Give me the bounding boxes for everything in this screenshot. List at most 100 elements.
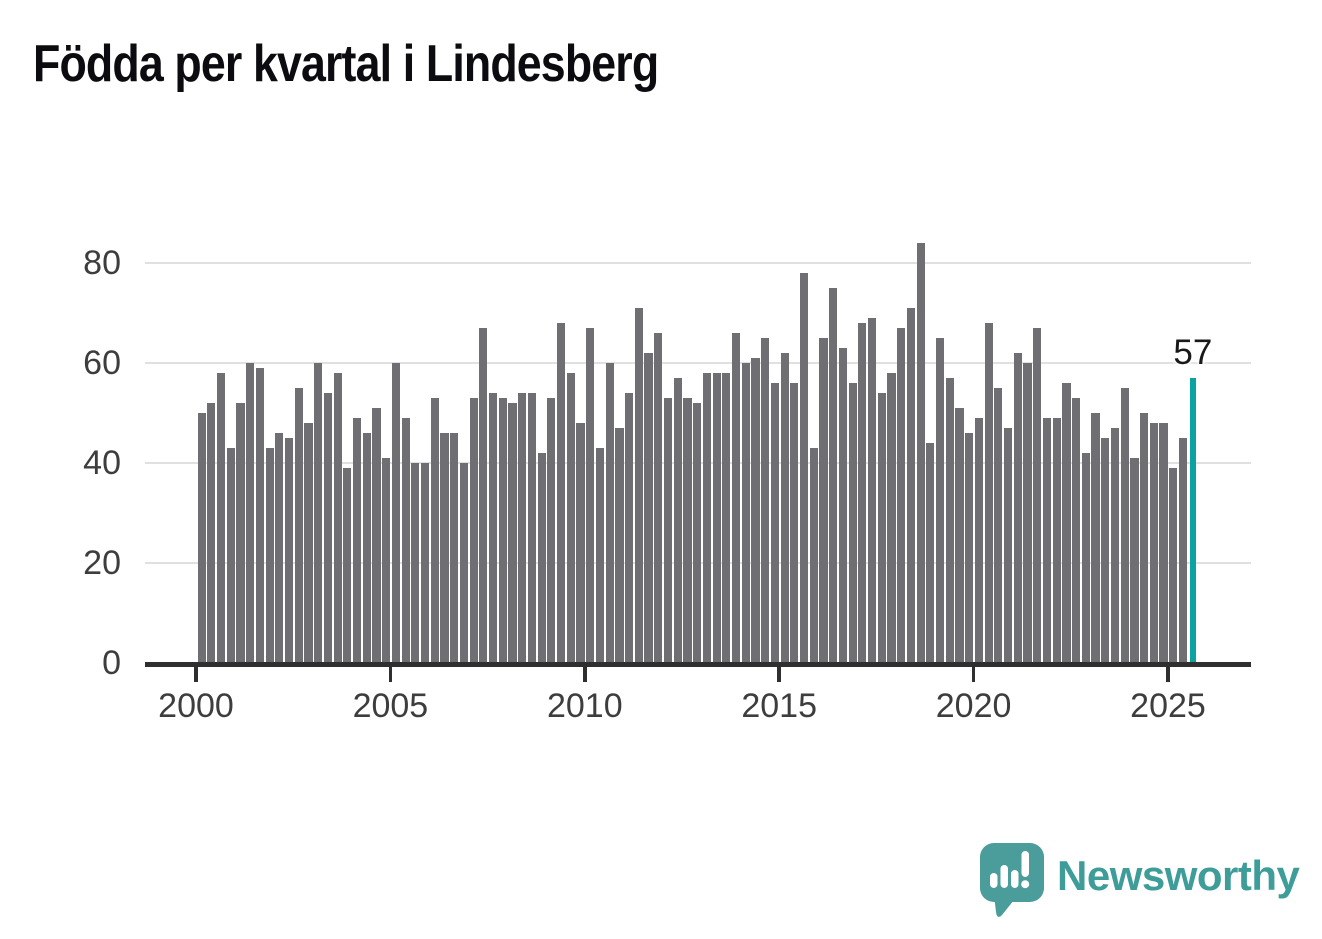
bar (411, 463, 420, 663)
bar (1052, 418, 1061, 663)
bar (1110, 428, 1120, 663)
bar (809, 448, 818, 663)
bar (508, 403, 517, 663)
bar (333, 373, 342, 663)
bar (1091, 413, 1100, 663)
x-axis-line (145, 662, 1251, 667)
bar (557, 323, 566, 663)
bar (848, 383, 857, 663)
bar (1101, 438, 1110, 663)
bar (693, 403, 702, 663)
bar (799, 273, 809, 663)
bar (1120, 388, 1129, 663)
y-axis-label-80: 80 (83, 244, 121, 282)
bar (1072, 398, 1081, 663)
x-axis-label-2025: 2025 (1130, 687, 1206, 725)
bar (829, 288, 838, 663)
newsworthy-branding: Newsworthy (977, 841, 1300, 921)
bar (255, 368, 264, 663)
bar (294, 388, 303, 663)
bar (343, 468, 352, 663)
x-axis-label-2000: 2000 (158, 687, 234, 725)
bar (1159, 423, 1168, 663)
bar (790, 383, 799, 663)
bar (945, 378, 954, 663)
bar (712, 373, 721, 663)
bar (663, 398, 673, 663)
y-axis-label-40: 40 (83, 444, 121, 482)
x-axis-label-2005: 2005 (352, 687, 429, 725)
x-axis-tick-2010 (583, 667, 587, 682)
bar (450, 433, 459, 663)
y-axis-label-60: 60 (83, 344, 121, 382)
bar (1149, 423, 1158, 663)
bar (702, 373, 711, 663)
bar (974, 418, 984, 663)
bar (226, 448, 235, 663)
bar (284, 438, 294, 663)
highlight-value-label: 57 (1173, 333, 1213, 372)
bar (867, 318, 877, 663)
bar (615, 428, 624, 663)
bar (897, 328, 906, 663)
x-axis-label-2020: 2020 (935, 687, 1012, 725)
bar (731, 333, 741, 663)
y-axis-label-0: 0 (102, 644, 121, 682)
bar (323, 393, 332, 663)
bar (246, 363, 255, 663)
bar (887, 373, 896, 663)
bar (741, 363, 750, 663)
bar (459, 463, 469, 663)
bar (838, 348, 847, 663)
bar (576, 423, 585, 663)
bar (761, 338, 770, 663)
bar (372, 408, 381, 663)
x-axis-tick-2025 (1166, 667, 1170, 682)
bar (391, 363, 401, 663)
bar (518, 393, 527, 663)
bar (479, 328, 488, 663)
bar (994, 388, 1003, 663)
bar (916, 243, 925, 663)
bar (673, 378, 682, 663)
bar (1178, 438, 1188, 663)
bar (634, 308, 643, 663)
x-axis-tick-2020 (971, 667, 976, 682)
bar (362, 433, 371, 663)
bar (1004, 428, 1013, 663)
chart-title: Födda per kvartal i Lindesberg (33, 35, 659, 93)
newsworthy-logo-icon (980, 843, 1044, 917)
bar (1081, 453, 1090, 663)
bar (1042, 418, 1052, 663)
bar (275, 433, 284, 663)
gridline-y-80 (145, 262, 1251, 265)
bar (984, 323, 993, 663)
bar (440, 433, 449, 663)
bar (547, 398, 556, 663)
bar (304, 423, 313, 663)
bar (489, 393, 498, 663)
bar (566, 373, 575, 663)
bar-highlight-2025-q3 (1189, 378, 1197, 663)
x-axis-tick-2005 (388, 667, 393, 682)
bar (401, 418, 410, 663)
bar (654, 333, 663, 663)
bar (207, 403, 216, 663)
bar (605, 363, 614, 663)
bar (683, 398, 692, 663)
bar (382, 458, 391, 663)
gridline-y-60 (145, 362, 1251, 365)
x-axis-label-2010: 2010 (546, 687, 623, 725)
bar (955, 408, 964, 663)
bar (586, 328, 595, 663)
bar (527, 393, 537, 663)
bar (751, 358, 760, 663)
bar (625, 393, 634, 663)
bar (537, 453, 546, 663)
bar (197, 413, 206, 663)
bar (906, 308, 916, 663)
bar (877, 393, 886, 663)
x-axis-tick-2015 (777, 667, 781, 682)
